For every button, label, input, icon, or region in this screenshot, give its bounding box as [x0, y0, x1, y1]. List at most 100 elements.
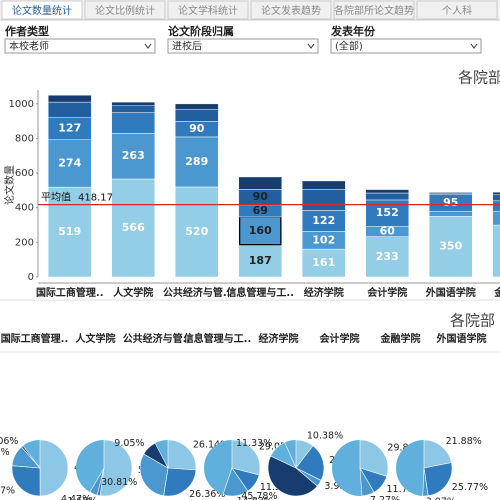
bar-segment — [428, 191, 473, 194]
data-label: 60 — [380, 224, 396, 237]
dropdown-value[interactable]: (全部) — [335, 40, 363, 53]
data-label: 187 — [249, 254, 272, 267]
tab[interactable] — [250, 0, 332, 20]
data-label: 160 — [249, 224, 272, 237]
bar-segment — [111, 101, 156, 107]
filter-label: 作者类型 — [5, 24, 49, 38]
tab-label[interactable]: 论文比例统计 — [95, 4, 155, 17]
data-label: 90 — [253, 190, 269, 203]
tab[interactable] — [416, 0, 498, 20]
data-label: 69 — [253, 204, 268, 217]
pie-label: 14.83% — [237, 496, 273, 500]
bar-segment — [174, 186, 219, 278]
column-header: 信息管理与工.. — [184, 332, 252, 345]
pie-slice — [139, 453, 169, 496]
pie-label: 1.68% — [67, 496, 97, 500]
y-tick-label: 0 — [28, 272, 34, 283]
x-tick-label: 经济学院 — [304, 286, 344, 299]
x-tick-label: 外国语学院 — [425, 286, 476, 299]
x-tick-label: 国际工商管理.. — [36, 286, 104, 299]
pie-slice — [99, 439, 133, 497]
bar-segment — [301, 180, 346, 190]
y-tick-label: 1000 — [9, 99, 34, 110]
tab-label[interactable]: 各院部所论文趋势 — [334, 4, 414, 17]
y-axis-label: 论文数量 — [3, 165, 16, 205]
column-header: 外国语学院 — [436, 332, 487, 345]
data-label: 274 — [58, 156, 81, 169]
tab-label[interactable]: 论文数量统计 — [12, 4, 72, 17]
dropdown-value[interactable]: 本校老师 — [9, 40, 49, 53]
y-tick-label: 400 — [15, 203, 34, 214]
data-label: 520 — [185, 225, 208, 238]
tab-label[interactable]: 个人科 — [442, 4, 472, 17]
pie-label: 45.78% — [241, 491, 277, 500]
pie-label: 11.79% — [387, 484, 423, 495]
column-header: 公共经济与管.. — [123, 332, 191, 345]
chart-title: 各院部 — [458, 69, 500, 87]
bar-segment — [492, 224, 500, 278]
tab-label[interactable]: 论文发表趋势 — [261, 4, 321, 17]
column-header: 会计学院 — [320, 332, 360, 345]
filter-label: 发表年份 — [330, 24, 376, 38]
data-label: 122 — [312, 214, 335, 227]
bar-segment — [301, 189, 346, 211]
tab-label[interactable]: 论文学科统计 — [178, 4, 238, 17]
bar-segment — [47, 139, 92, 188]
pie-label: 9.05% — [114, 438, 144, 449]
pie-label: 3.07% — [426, 496, 456, 500]
section-title: 各院部 — [450, 312, 495, 330]
y-tick-label: 200 — [15, 237, 34, 248]
pie-label: 10.38% — [307, 430, 343, 441]
data-label: 161 — [312, 256, 335, 269]
bar-segment — [174, 136, 219, 188]
pie-slice — [295, 445, 325, 481]
bar-segment — [238, 244, 283, 278]
pie-slice — [163, 467, 197, 497]
dropdown-value[interactable]: 进校后 — [172, 40, 202, 53]
column-header: 经济学院 — [259, 332, 299, 345]
bar-segment — [492, 191, 500, 196]
pie-label: 12.22% — [0, 447, 10, 458]
y-tick-label: 600 — [15, 168, 34, 179]
bar-segment — [111, 112, 156, 134]
pie-label: 1.06% — [0, 436, 18, 447]
dropdown-arrow — [470, 43, 478, 49]
data-label: 263 — [122, 149, 145, 162]
pie-slice — [359, 467, 375, 497]
pie-label: 26.36% — [189, 489, 225, 500]
pie-slice — [270, 442, 297, 469]
bar-segment — [365, 236, 410, 278]
bar-segment — [238, 216, 283, 245]
pie-slice — [167, 439, 197, 471]
bar-segment — [174, 103, 219, 110]
pie-slice — [11, 465, 41, 497]
bar-segment — [365, 189, 410, 194]
column-header: 人文学院 — [76, 332, 116, 345]
bar-segment — [47, 186, 92, 278]
dropdown[interactable] — [4, 38, 156, 54]
dropdown-arrow — [144, 43, 152, 49]
data-label: 95 — [443, 196, 458, 209]
x-tick-label: 金融学院 — [493, 286, 500, 299]
bar-segment — [47, 94, 92, 103]
bar-segment — [111, 133, 156, 180]
data-label: 289 — [185, 155, 208, 168]
bar-segment — [492, 194, 500, 202]
dropdown[interactable] — [330, 38, 482, 54]
tab[interactable] — [333, 0, 415, 20]
data-label: 102 — [312, 233, 335, 246]
dropdown[interactable] — [167, 38, 319, 54]
tab[interactable] — [167, 0, 249, 20]
tab[interactable] — [1, 0, 83, 20]
x-tick-label: 人文学院 — [113, 286, 153, 299]
data-label: 90 — [189, 122, 205, 135]
pie-label: 30.81% — [101, 477, 137, 488]
bar-segment — [365, 192, 410, 201]
x-tick-label: 公共经济与管.. — [163, 286, 231, 299]
tab[interactable] — [84, 0, 166, 20]
pie-slice — [39, 439, 69, 497]
bar-segment — [428, 210, 473, 217]
pie-slice — [423, 462, 453, 497]
